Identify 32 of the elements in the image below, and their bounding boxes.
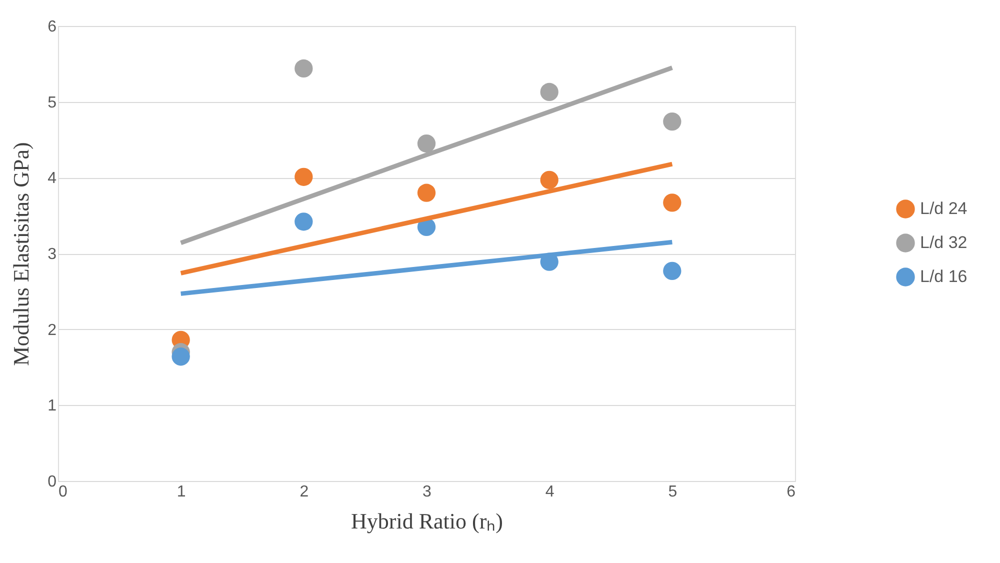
x-tick-label: 2 [300, 484, 309, 500]
y-axis-title: Modulus Elastisitas GPa) [8, 142, 34, 366]
line-series [178, 65, 674, 246]
point [294, 168, 313, 186]
point [540, 170, 558, 190]
point [540, 82, 558, 102]
point [663, 112, 682, 131]
point [663, 262, 682, 280]
legend-label: L/d 24 [920, 199, 968, 218]
y-tick-label: 4 [48, 170, 57, 188]
y-tick-label: 6 [48, 18, 57, 36]
point [172, 348, 190, 366]
y-tick-label: 1 [48, 398, 57, 415]
x-tick-label: 3 [422, 484, 432, 500]
line-series [178, 162, 674, 276]
y-tick-label: 2 [48, 322, 57, 339]
x-tick-label: 1 [176, 484, 186, 500]
x-tick-label: 6 [786, 484, 796, 500]
point [417, 134, 436, 153]
x-axis-title: Hybrid Ratio (rₕ) [351, 508, 503, 534]
x-tick-label: 5 [668, 484, 678, 500]
point [294, 212, 313, 231]
point [417, 184, 436, 202]
y-tick-label: 3 [48, 246, 57, 263]
legend-label: L/d 32 [920, 233, 968, 252]
x-tick-label: 0 [58, 484, 68, 500]
y-tick-label: 5 [48, 94, 57, 112]
point [663, 194, 682, 212]
legend-label: L/d 16 [920, 267, 968, 286]
point [294, 59, 313, 78]
x-tick-label: 4 [545, 484, 554, 500]
line-series [178, 240, 674, 296]
